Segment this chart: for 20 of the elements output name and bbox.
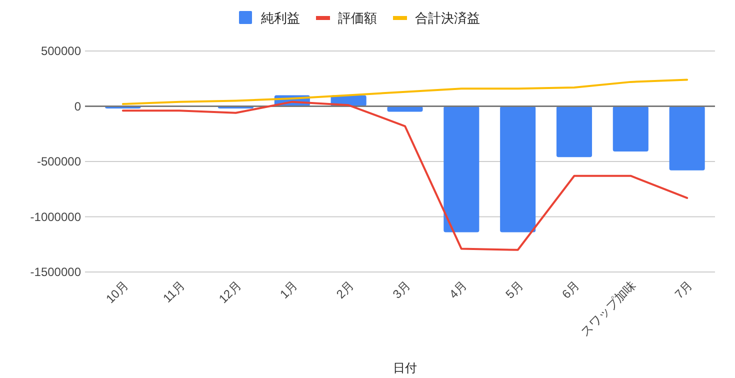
x-axis-title: 日付 [393,361,417,375]
x-tick-label: 12月 [216,278,244,306]
y-tick-label: -500000 [36,154,82,169]
legend-label: 純利益 [261,10,300,26]
x-tick-label: 5月 [502,278,526,302]
x-tick-label: 7月 [672,278,696,302]
y-tick-label: -1500000 [30,265,82,280]
x-tick-label: 11月 [160,278,188,306]
x-tick-label: 1月 [277,278,300,302]
legend-label: 評価額 [338,10,377,26]
x-tick-label: 4月 [446,278,470,302]
y-tick-label: 0 [74,99,82,114]
y-tick-label: 500000 [40,44,82,58]
legend-label: 合計決済益 [415,10,480,26]
x-tick-label: 10月 [103,278,132,306]
x-tick-label: 2月 [334,278,357,302]
line-series [122,78,688,106]
x-tick-label: 3月 [390,278,414,302]
y-tick-label: -1000000 [30,210,82,224]
line-series [122,100,688,251]
